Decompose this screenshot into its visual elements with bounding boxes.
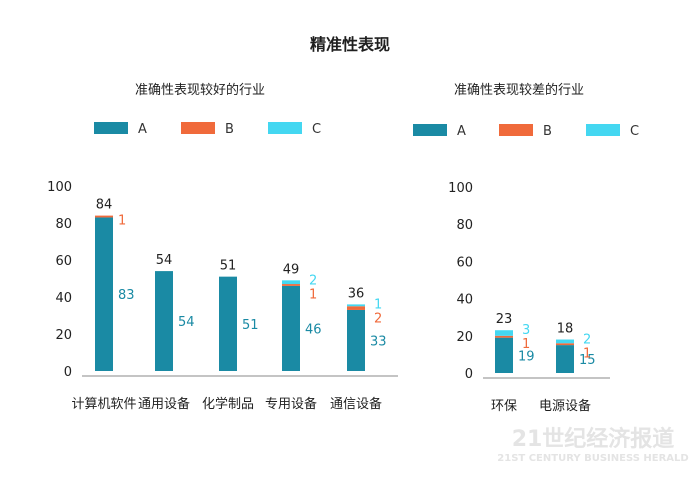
value-label-a: 46 bbox=[305, 322, 322, 337]
bar-segment-a bbox=[556, 345, 574, 373]
legend-swatch-a bbox=[413, 124, 447, 136]
value-label-b: 1 bbox=[522, 337, 530, 352]
legend-swatch-b bbox=[499, 124, 533, 136]
value-label-b: 1 bbox=[309, 287, 317, 302]
legend-swatch-b bbox=[181, 122, 215, 134]
legend-swatch-a bbox=[94, 122, 128, 134]
watermark-main: 21世纪经济报道 bbox=[512, 426, 675, 452]
y-tick-label: 100 bbox=[47, 180, 72, 195]
bar-total-label: 18 bbox=[557, 322, 574, 337]
y-tick-label: 0 bbox=[465, 367, 473, 382]
bar-segment-a bbox=[95, 217, 113, 371]
value-label-c: 2 bbox=[583, 333, 591, 348]
value-label-a: 83 bbox=[118, 288, 135, 303]
y-tick-label: 20 bbox=[55, 328, 72, 343]
legend-label-a: A bbox=[457, 124, 466, 139]
legend-label-b: B bbox=[225, 122, 234, 137]
x-category-label: 环保 bbox=[491, 399, 517, 414]
y-tick-label: 0 bbox=[64, 365, 72, 380]
bar-total-label: 49 bbox=[283, 262, 300, 277]
value-label-c: 2 bbox=[309, 273, 317, 288]
bar-segment-b bbox=[282, 284, 300, 286]
bar-segment-c bbox=[282, 280, 300, 285]
main-title: 精准性表现 bbox=[310, 35, 390, 54]
value-label-a: 19 bbox=[518, 349, 535, 364]
bar-segment-a bbox=[495, 337, 513, 373]
bar-total-label: 54 bbox=[156, 253, 173, 268]
x-category-label: 通信设备 bbox=[330, 396, 382, 412]
legend-swatch-c bbox=[586, 124, 620, 136]
value-label-a: 54 bbox=[178, 315, 195, 330]
bar-segment-b bbox=[556, 343, 574, 346]
bar-segment-b bbox=[347, 306, 365, 310]
y-tick-label: 60 bbox=[55, 254, 72, 269]
bar-segment-a bbox=[219, 276, 237, 371]
legend-label-c: C bbox=[312, 122, 321, 137]
bar-segment-c bbox=[556, 339, 574, 344]
value-label-c: 3 bbox=[522, 323, 530, 338]
y-tick-label: 40 bbox=[55, 291, 72, 306]
bar-segment-a bbox=[155, 271, 173, 371]
bar-segment-b bbox=[95, 215, 113, 218]
bar-segment-b bbox=[495, 335, 513, 338]
bar-segment-a bbox=[347, 309, 365, 371]
x-category-label: 电源设备 bbox=[539, 398, 591, 414]
value-label-a: 33 bbox=[370, 334, 387, 349]
watermark: 21世纪经济报道 21ST CENTURY BUSINESS HERALD bbox=[497, 426, 688, 464]
bar-segment-c bbox=[495, 330, 513, 336]
value-label-c: 1 bbox=[374, 297, 382, 312]
value-label-a: 15 bbox=[579, 353, 596, 368]
y-tick-label: 80 bbox=[456, 218, 473, 233]
x-category-label: 通用设备 bbox=[138, 396, 190, 412]
bar-total-label: 84 bbox=[96, 198, 113, 213]
x-category-label: 化学制品 bbox=[202, 396, 254, 412]
bar-total-label: 51 bbox=[220, 259, 237, 274]
y-tick-label: 20 bbox=[456, 330, 473, 345]
y-tick-label: 100 bbox=[448, 181, 473, 196]
legend-label-b: B bbox=[543, 124, 552, 139]
watermark-sub: 21ST CENTURY BUSINESS HERALD bbox=[497, 453, 688, 464]
chart-subtitle: 准确性表现较好的行业 bbox=[135, 82, 265, 98]
legend-swatch-c bbox=[268, 122, 302, 134]
bar-segment-a bbox=[282, 285, 300, 371]
value-label-b: 2 bbox=[374, 311, 382, 326]
x-category-label: 计算机软件 bbox=[71, 397, 136, 412]
bar-total-label: 36 bbox=[348, 286, 365, 301]
value-label-b: 1 bbox=[583, 347, 591, 362]
legend-label-a: A bbox=[138, 122, 147, 137]
y-tick-label: 40 bbox=[456, 293, 473, 308]
bar-segment-c bbox=[347, 304, 365, 307]
y-tick-label: 80 bbox=[55, 217, 72, 232]
value-label-b: 1 bbox=[118, 214, 126, 229]
bar-total-label: 23 bbox=[496, 312, 513, 327]
chart-left: 准确性表现较好的行业 A B C 0 20 40 60 80 100 84 83 1 计算机软件 54 54 通… bbox=[47, 82, 398, 412]
y-tick-label: 60 bbox=[456, 255, 473, 270]
legend-label-c: C bbox=[630, 124, 639, 139]
value-label-a: 51 bbox=[242, 318, 259, 333]
x-category-label: 专用设备 bbox=[265, 396, 317, 412]
chart-subtitle: 准确性表现较差的行业 bbox=[454, 82, 584, 98]
